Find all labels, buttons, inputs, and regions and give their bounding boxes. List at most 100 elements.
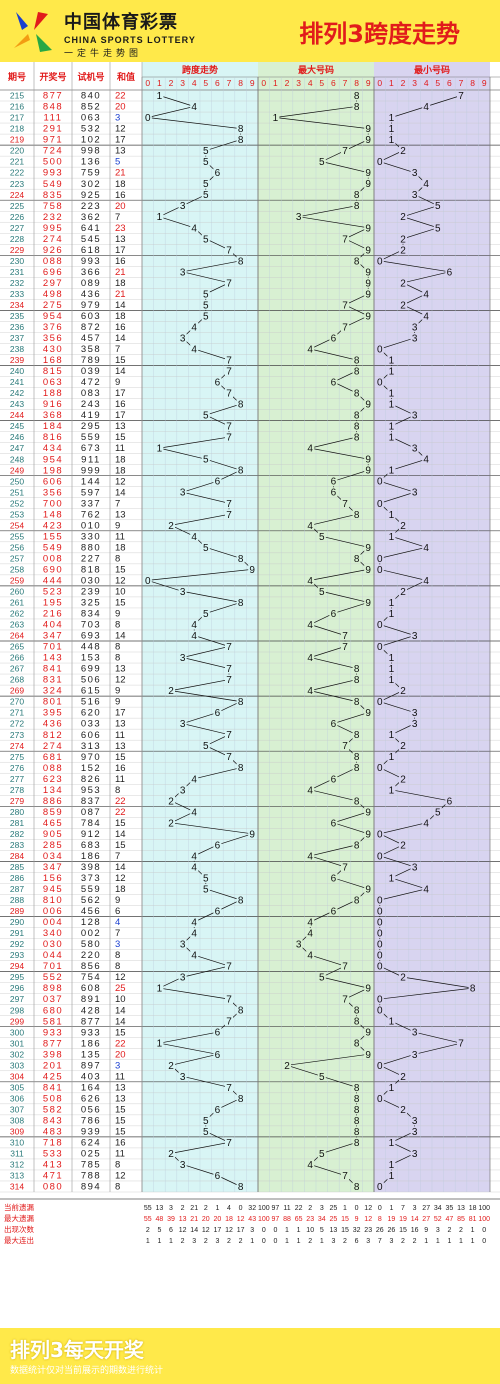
- max-point: 7: [342, 499, 348, 510]
- min-point: 3: [412, 444, 418, 455]
- min-point: 1: [389, 609, 395, 620]
- period-cell: 257: [10, 553, 24, 563]
- span-point: 6: [215, 1171, 221, 1182]
- min-point: 0: [377, 554, 383, 565]
- span-point-bg: [190, 531, 199, 542]
- digit-header: 8: [354, 78, 359, 88]
- min-point: 2: [400, 774, 406, 785]
- span-point-bg: [213, 905, 222, 916]
- winning-number-cell: 701: [43, 961, 63, 972]
- min-point: 3: [412, 631, 418, 642]
- span-point-bg: [225, 961, 233, 972]
- span-point: 5: [203, 411, 209, 422]
- max-point-bg: [317, 1148, 326, 1159]
- sum-cell: 6: [115, 906, 120, 917]
- trial-number-cell: 330: [81, 531, 101, 542]
- max-point-bg: [352, 421, 361, 432]
- trial-number-cell: 826: [81, 774, 101, 785]
- winning-number-cell: 291: [43, 124, 63, 135]
- min-point-bg: [387, 123, 396, 134]
- sum-cell: 13: [115, 741, 126, 752]
- min-point: 3: [412, 1127, 418, 1138]
- winning-number-cell: 232: [43, 212, 63, 223]
- span-point-bg: [201, 288, 210, 299]
- span-point-bg: [236, 597, 245, 608]
- trial-number-cell: 436: [81, 289, 101, 300]
- stats-span-value: 17: [214, 1227, 222, 1234]
- period-cell: 235: [10, 311, 24, 321]
- sum-cell: 13: [115, 1093, 126, 1104]
- min-point: 1: [389, 433, 395, 444]
- winning-number-cell: 201: [43, 1060, 63, 1071]
- min-point-bg: [387, 751, 396, 762]
- stats-span-value: 2: [204, 1238, 208, 1245]
- span-point: 3: [180, 333, 186, 344]
- max-point: 9: [365, 1050, 371, 1061]
- max-point: 4: [307, 521, 313, 532]
- stats-span-value: 55: [144, 1205, 152, 1212]
- stats-max-value: 5: [320, 1227, 324, 1234]
- min-point-bg: [375, 476, 384, 487]
- stats-span-value: 12: [202, 1227, 210, 1234]
- min-point-bg: [410, 487, 419, 498]
- period-cell: 279: [10, 796, 24, 806]
- trial-number-cell: 144: [81, 476, 101, 487]
- period-cell: 224: [10, 190, 24, 200]
- span-point: 7: [226, 499, 232, 510]
- min-point: 1: [389, 1171, 395, 1182]
- span-point-bg: [178, 266, 187, 277]
- winning-number-cell: 425: [43, 1071, 63, 1082]
- min-point-bg: [387, 784, 396, 795]
- group-header-max: 最大号码: [298, 64, 334, 75]
- winning-number-cell: 430: [43, 344, 63, 355]
- digit-header: 2: [169, 78, 174, 88]
- span-point: 5: [203, 234, 209, 245]
- trial-number-cell: 472: [81, 377, 101, 388]
- sum-cell: 15: [115, 1126, 126, 1137]
- stats-min-value: 0: [482, 1238, 486, 1245]
- trial-number-cell: 925: [81, 190, 101, 201]
- stats-span-value: 12: [179, 1227, 187, 1234]
- sum-cell: 12: [115, 972, 126, 983]
- span-point-bg: [225, 432, 233, 443]
- winning-number-cell: 434: [43, 443, 63, 454]
- max-point-bg: [341, 641, 349, 652]
- winning-number-cell: 398: [43, 1049, 63, 1060]
- stats-max-value: 23: [306, 1216, 314, 1223]
- max-point: 8: [354, 1182, 360, 1193]
- min-point-bg: [375, 905, 384, 916]
- winning-number-cell: 701: [43, 642, 63, 653]
- trial-number-cell: 223: [81, 201, 101, 212]
- min-point: 4: [423, 289, 429, 300]
- max-point: 5: [319, 1149, 325, 1160]
- stats-min-value: 3: [389, 1238, 393, 1245]
- sum-cell: 14: [115, 1005, 126, 1016]
- span-point: 8: [238, 697, 244, 708]
- min-point-bg: [410, 189, 419, 200]
- span-point: 3: [180, 940, 186, 951]
- winning-number-cell: 088: [43, 763, 63, 774]
- min-point: 7: [458, 1039, 464, 1050]
- min-point: 4: [423, 818, 429, 829]
- trial-number-cell: 152: [81, 763, 101, 774]
- period-cell: 309: [10, 1126, 24, 1136]
- period-cell: 254: [10, 520, 24, 530]
- sum-cell: 11: [115, 443, 125, 454]
- span-point-bg: [236, 1005, 245, 1016]
- max-point: 5: [319, 157, 325, 168]
- trial-number-cell: 754: [81, 972, 101, 983]
- sum-cell: 16: [115, 322, 126, 333]
- sum-cell: 15: [115, 598, 126, 609]
- stats-min-value: 15: [399, 1227, 407, 1234]
- sum-cell: 15: [115, 818, 126, 829]
- min-point-bg: [387, 608, 396, 619]
- max-point-bg: [352, 1181, 361, 1192]
- period-cell: 218: [10, 124, 24, 134]
- digit-header: 0: [377, 78, 382, 88]
- trial-number-cell: 840: [81, 91, 101, 102]
- min-point-bg: [399, 233, 407, 244]
- stats-min-value: 1: [471, 1238, 475, 1245]
- trial-number-cell: 872: [81, 322, 101, 333]
- max-point: 4: [307, 620, 313, 631]
- stats-min-value: 27: [422, 1216, 430, 1223]
